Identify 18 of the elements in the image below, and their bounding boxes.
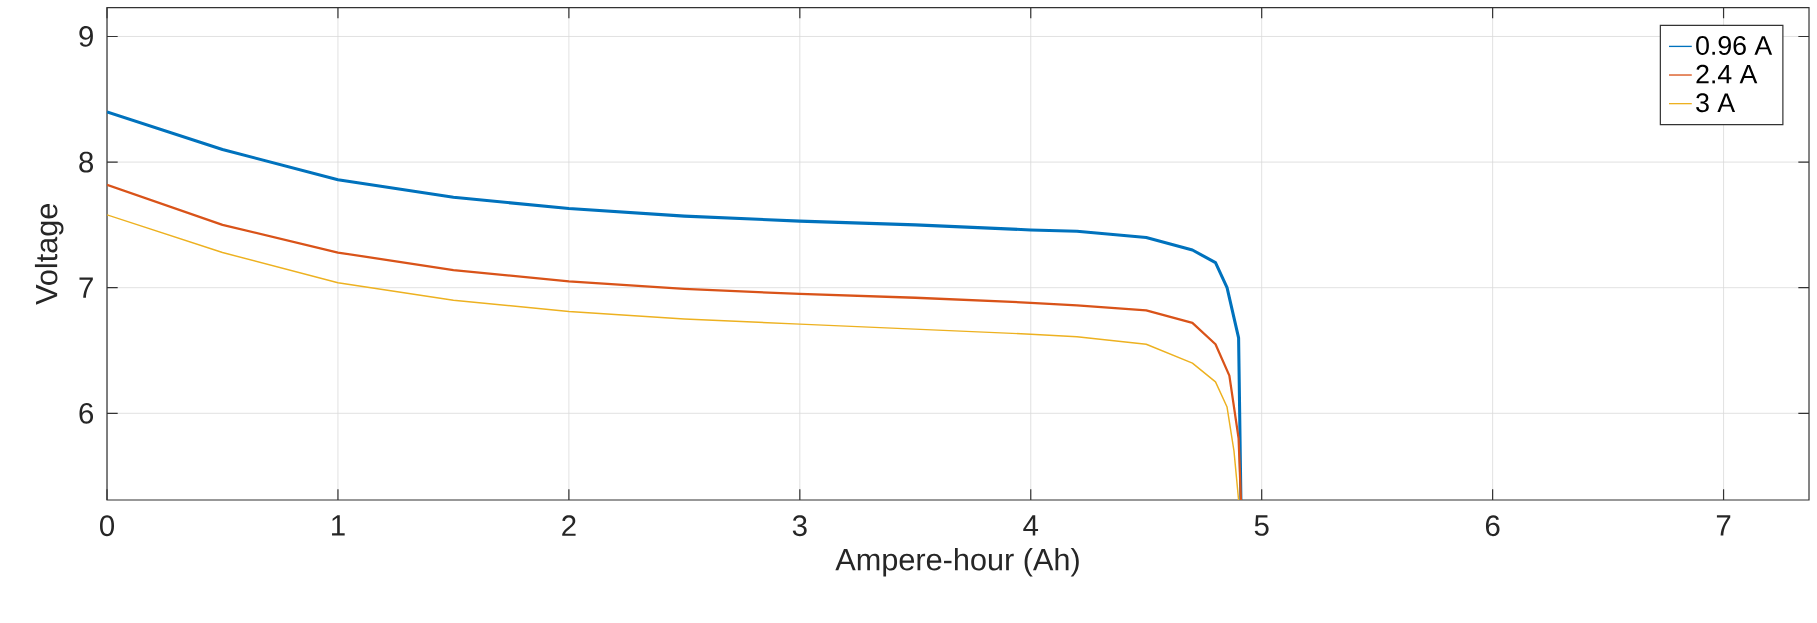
x-tick-label: 4 [1023, 515, 1039, 536]
x-tick-label: 2 [562, 515, 576, 536]
legend-label: 3 A [1696, 93, 1736, 113]
legend-label: 0.96 A [1696, 36, 1773, 55]
y-tick-label: 7 [79, 277, 93, 298]
legend-label: 2.4 A [1696, 64, 1758, 84]
x-tick-label: 6 [1485, 515, 1500, 537]
x-tick-label: 3 [792, 515, 807, 537]
x-tick-label: 0 [100, 515, 115, 537]
y-tick-label: 6 [79, 402, 94, 424]
x-tick-label: 7 [1716, 515, 1731, 536]
x-axis-title: Ampere-hour (Ah) [835, 547, 1079, 577]
line-series [107, 110, 1243, 500]
y-tick-label: 8 [79, 151, 94, 173]
x-tick-label: 1 [332, 515, 345, 536]
y-axis-title: Voltage [34, 203, 64, 305]
y-tick-label: 9 [79, 26, 93, 47]
x-tick-label: 5 [1254, 515, 1269, 536]
